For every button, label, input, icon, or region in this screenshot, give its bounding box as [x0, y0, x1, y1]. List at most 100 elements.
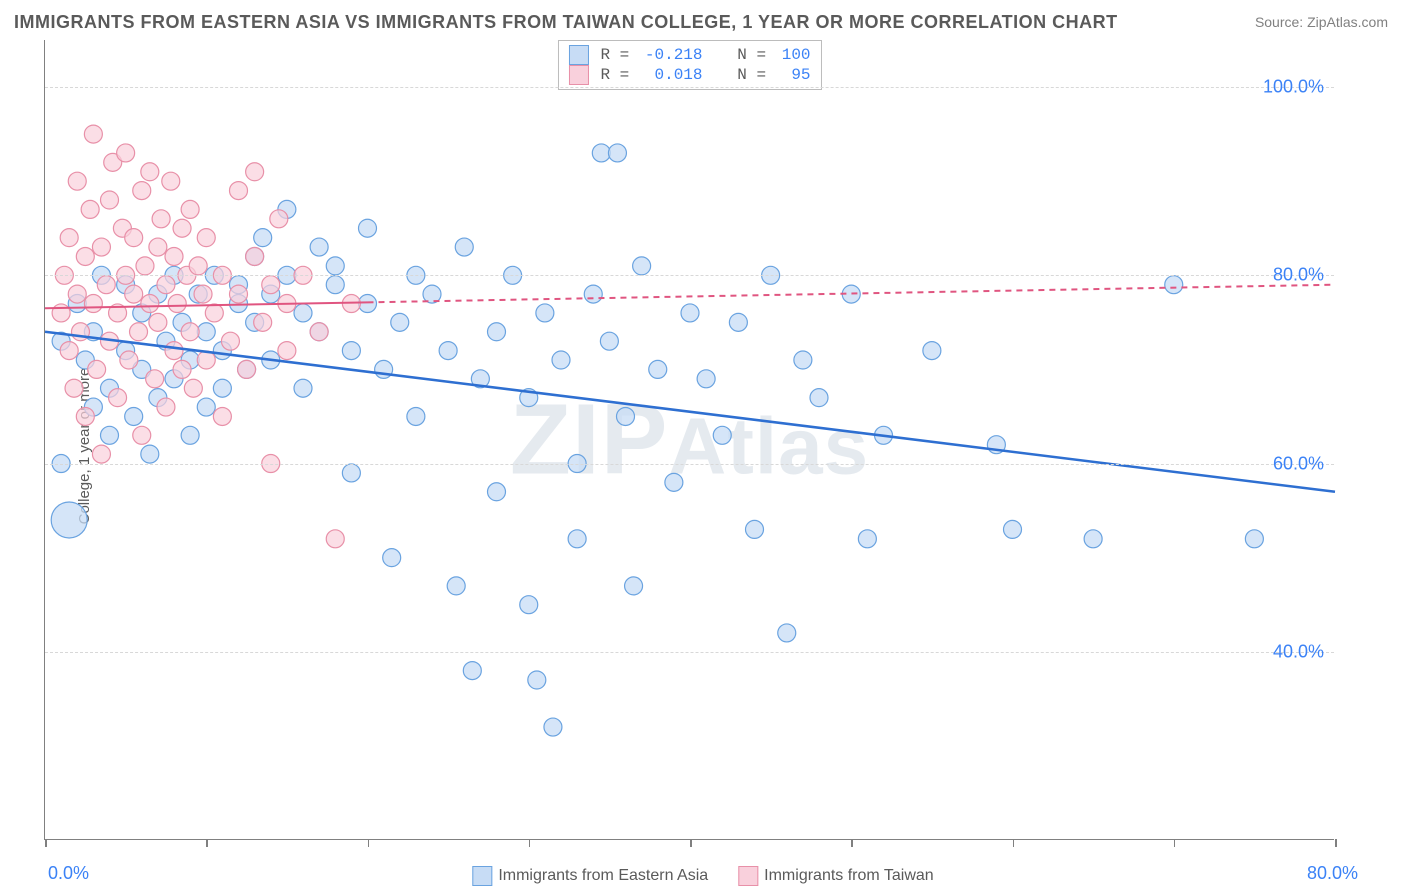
data-point [858, 530, 876, 548]
data-point [238, 360, 256, 378]
data-point [608, 144, 626, 162]
data-point [230, 285, 248, 303]
data-point [76, 247, 94, 265]
data-point [633, 257, 651, 275]
data-point [326, 257, 344, 275]
data-point [536, 304, 554, 322]
data-point [246, 247, 264, 265]
data-point [439, 342, 457, 360]
data-point [794, 351, 812, 369]
data-point [923, 342, 941, 360]
data-point [359, 219, 377, 237]
data-point [778, 624, 796, 642]
data-point [136, 257, 154, 275]
data-point [600, 332, 618, 350]
data-point [117, 144, 135, 162]
data-point [165, 342, 183, 360]
data-point [544, 718, 562, 736]
data-point [181, 200, 199, 218]
data-point [310, 323, 328, 341]
data-point [447, 577, 465, 595]
data-point [221, 332, 239, 350]
trend-line [45, 332, 1335, 492]
data-point [101, 426, 119, 444]
data-point [246, 163, 264, 181]
data-point [407, 407, 425, 425]
stat-row: R = 0.018 N = 95 [568, 65, 810, 85]
data-point [592, 144, 610, 162]
data-point [488, 483, 506, 501]
data-point [625, 577, 643, 595]
data-point [391, 313, 409, 331]
data-point [173, 360, 191, 378]
data-point [146, 370, 164, 388]
data-point [181, 426, 199, 444]
chart-svg [45, 40, 1334, 839]
data-point [52, 304, 70, 322]
data-point [84, 125, 102, 143]
data-point [197, 229, 215, 247]
data-point [60, 342, 78, 360]
data-point [294, 379, 312, 397]
data-point [649, 360, 667, 378]
data-point [270, 210, 288, 228]
data-point [92, 445, 110, 463]
data-point [294, 304, 312, 322]
data-point [157, 398, 175, 416]
data-point [342, 342, 360, 360]
data-point [213, 379, 231, 397]
data-point [152, 210, 170, 228]
legend-swatch [568, 65, 588, 85]
data-point [697, 370, 715, 388]
legend-item: Immigrants from Eastern Asia [472, 866, 708, 886]
data-point [713, 426, 731, 444]
data-point [141, 295, 159, 313]
data-point [665, 473, 683, 491]
data-point [133, 426, 151, 444]
data-point [68, 285, 86, 303]
data-point [162, 172, 180, 190]
chart-title: IMMIGRANTS FROM EASTERN ASIA VS IMMIGRAN… [14, 12, 1118, 33]
stat-row: R = -0.218 N = 100 [568, 45, 810, 65]
x-tick [206, 839, 208, 847]
data-point [359, 295, 377, 313]
data-point [125, 407, 143, 425]
data-point [84, 295, 102, 313]
data-point [133, 182, 151, 200]
data-point [76, 407, 94, 425]
data-point [157, 276, 175, 294]
gridline [45, 652, 1334, 653]
data-point [262, 276, 280, 294]
data-point [197, 323, 215, 341]
data-point [120, 351, 138, 369]
data-point [88, 360, 106, 378]
data-point [326, 530, 344, 548]
gridline [45, 275, 1334, 276]
data-point [568, 530, 586, 548]
legend-swatch [568, 45, 588, 65]
data-point [1245, 530, 1263, 548]
data-point [1165, 276, 1183, 294]
data-point [168, 295, 186, 313]
data-point [97, 276, 115, 294]
y-tick-label: 40.0% [1273, 641, 1324, 662]
data-point [125, 285, 143, 303]
data-point [68, 172, 86, 190]
data-point [173, 219, 191, 237]
data-point [254, 229, 272, 247]
stat-legend-box: R = -0.218 N = 100R = 0.018 N = 95 [557, 40, 821, 90]
data-point [213, 407, 231, 425]
data-point [520, 596, 538, 614]
x-tick [1013, 839, 1015, 847]
series-legend: Immigrants from Eastern Asia Immigrants f… [472, 866, 933, 886]
data-point [552, 351, 570, 369]
data-point [165, 247, 183, 265]
data-point [810, 389, 828, 407]
legend-item: Immigrants from Taiwan [738, 866, 934, 886]
x-tick [1335, 839, 1337, 847]
data-point [528, 671, 546, 689]
data-point [189, 257, 207, 275]
data-point [278, 342, 296, 360]
y-tick-label: 80.0% [1273, 265, 1324, 286]
data-point [617, 407, 635, 425]
